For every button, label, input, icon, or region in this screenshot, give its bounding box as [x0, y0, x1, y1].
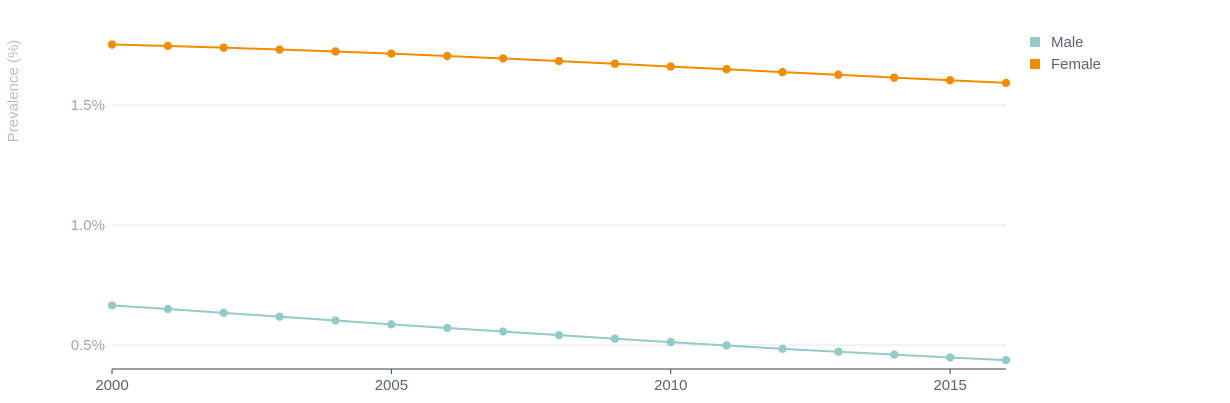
series-layer — [107, 40, 1011, 365]
legend: Male Female — [1030, 34, 1101, 73]
data-point[interactable] — [778, 344, 787, 354]
data-point[interactable] — [275, 312, 284, 321]
data-point[interactable] — [275, 45, 284, 54]
data-point[interactable] — [834, 70, 843, 79]
data-point[interactable] — [890, 350, 899, 359]
data-point[interactable] — [610, 334, 620, 343]
data-point[interactable] — [945, 353, 955, 362]
legend-swatch — [1030, 59, 1040, 69]
data-point[interactable] — [722, 341, 731, 350]
data-point[interactable] — [722, 65, 731, 74]
x-tick-label: 2005 — [375, 377, 408, 394]
data-point[interactable] — [834, 347, 843, 356]
legend-label: Female — [1051, 56, 1101, 73]
x-tick-label: 2010 — [654, 377, 687, 394]
data-point[interactable] — [443, 51, 452, 61]
data-point[interactable] — [163, 41, 173, 51]
y-axis-ticks: 0.5% 1.0% 1.5% — [71, 97, 105, 354]
data-point[interactable] — [387, 320, 396, 329]
data-point[interactable] — [387, 49, 396, 58]
data-point[interactable] — [163, 304, 173, 314]
y-tick-label: 1.5% — [71, 97, 105, 114]
data-point[interactable] — [778, 67, 787, 77]
data-point[interactable] — [331, 47, 340, 56]
x-axis-ticks: 2000 2005 2010 2015 — [95, 369, 967, 394]
data-point[interactable] — [219, 308, 228, 318]
data-point[interactable] — [443, 323, 452, 333]
x-tick-label: 2015 — [933, 377, 966, 394]
data-point[interactable] — [554, 330, 564, 340]
data-point[interactable] — [1001, 355, 1011, 365]
data-point[interactable] — [107, 40, 117, 49]
data-point[interactable] — [107, 301, 117, 310]
series-female — [107, 40, 1011, 88]
series-male — [107, 301, 1011, 365]
legend-item-female[interactable]: Female — [1030, 56, 1101, 73]
legend-item-male[interactable]: Male — [1030, 34, 1084, 51]
data-point[interactable] — [666, 337, 675, 347]
data-point[interactable] — [1001, 78, 1011, 88]
data-point[interactable] — [498, 54, 508, 63]
data-point[interactable] — [554, 56, 564, 66]
grid-lines — [112, 104, 1006, 346]
x-tick-label: 2000 — [95, 377, 128, 394]
data-point[interactable] — [331, 316, 340, 325]
data-point[interactable] — [666, 62, 675, 71]
y-tick-label: 0.5% — [71, 337, 105, 354]
y-axis-title: Prevalence (%) — [5, 40, 22, 143]
data-point[interactable] — [498, 327, 508, 336]
legend-label: Male — [1051, 34, 1084, 51]
data-point[interactable] — [890, 73, 899, 82]
y-tick-label: 1.0% — [71, 217, 105, 234]
data-point[interactable] — [945, 76, 955, 85]
data-point[interactable] — [219, 43, 228, 52]
data-point[interactable] — [610, 59, 620, 68]
legend-swatch — [1030, 37, 1040, 47]
